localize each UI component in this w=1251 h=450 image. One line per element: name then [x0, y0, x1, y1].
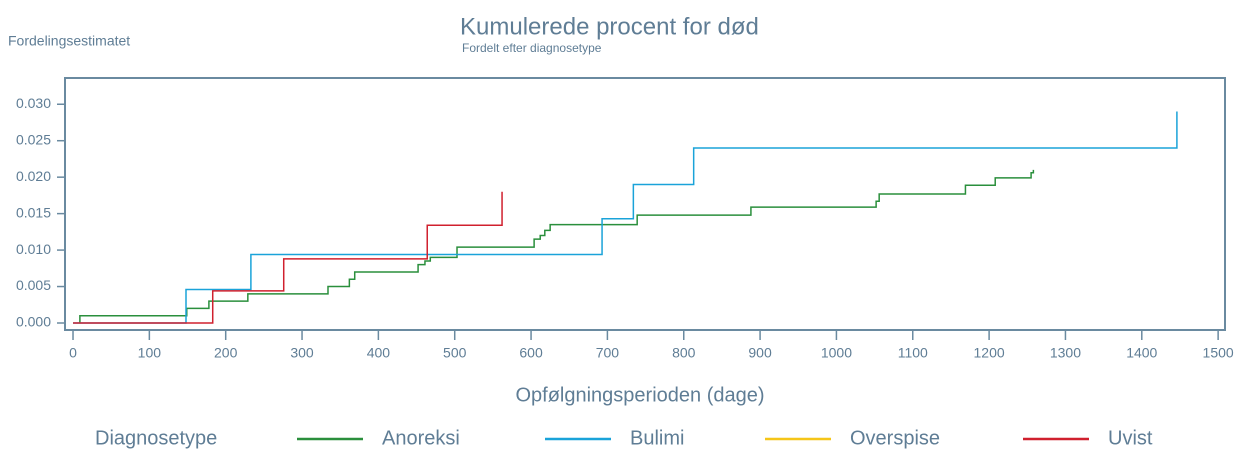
y-tick-label: 0.025 — [16, 131, 51, 147]
series-line — [73, 111, 1178, 324]
chart-subtitle: Fordelt efter diagnosetype — [462, 41, 602, 55]
x-tick-label: 1100 — [898, 345, 928, 361]
x-tick-label: 600 — [519, 345, 543, 361]
y-tick-label: 0.005 — [16, 277, 51, 293]
x-tick-label: 800 — [672, 345, 696, 361]
y-axis-label: Fordelingsestimatet — [8, 33, 130, 49]
legend-label: Bulimi — [630, 427, 684, 449]
x-tick-label: 900 — [748, 345, 772, 361]
x-tick-label: 700 — [596, 345, 620, 361]
y-tick-label: 0.030 — [16, 95, 51, 111]
series-line — [79, 169, 1035, 323]
plot-frame — [64, 77, 1226, 331]
x-tick-label: 400 — [367, 345, 391, 361]
x-tick-label: 1000 — [821, 345, 852, 361]
x-tick-label: 100 — [138, 345, 162, 361]
legend-label: Overspise — [850, 427, 940, 449]
y-tick-label: 0.010 — [16, 241, 51, 257]
x-tick-label: 0 — [69, 345, 77, 361]
x-tick-label: 300 — [290, 345, 314, 361]
x-tick-label: 200 — [214, 345, 238, 361]
y-tick-label: 0.015 — [16, 204, 51, 220]
x-tick-label: 1500 — [1203, 345, 1234, 361]
legend-label: Anoreksi — [382, 427, 460, 449]
legend-label: Uvist — [1108, 427, 1153, 449]
x-tick-label: 1300 — [1050, 345, 1081, 361]
x-tick-label: 1200 — [974, 345, 1005, 361]
y-tick-label: 0.000 — [16, 314, 51, 330]
x-tick-label: 1400 — [1126, 345, 1157, 361]
chart-title: Kumulerede procent for død — [460, 13, 759, 40]
x-tick-label: 500 — [443, 345, 467, 361]
x-axis-label: Opfølgningsperioden (dage) — [515, 384, 764, 406]
legend-title: Diagnosetype — [95, 427, 217, 449]
series-line — [73, 191, 503, 324]
y-tick-label: 0.020 — [16, 168, 51, 184]
